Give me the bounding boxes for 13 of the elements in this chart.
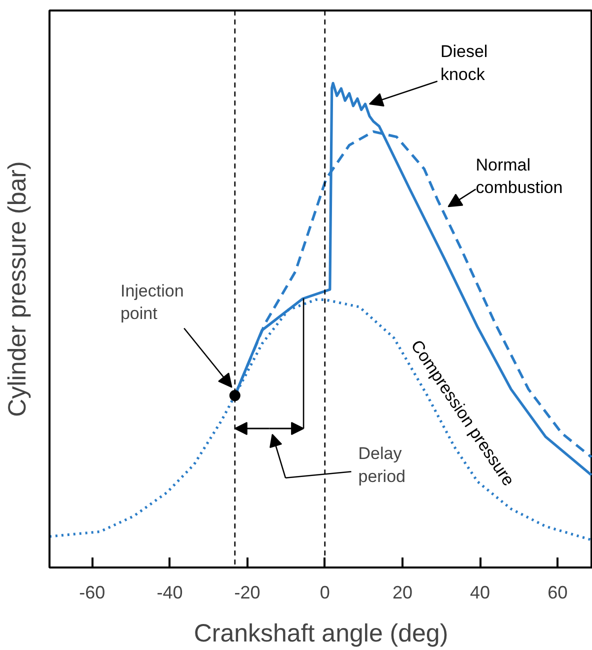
x-tick-label: -20 [234, 582, 260, 602]
x-tick-label: 0 [320, 582, 330, 602]
y-axis-title: Cylinder pressure (bar) [4, 161, 32, 417]
x-axis-title: Crankshaft angle (deg) [194, 620, 448, 648]
text: Normal combustion [476, 155, 563, 198]
x-tick-label: 20 [392, 582, 412, 602]
annotation: Injection point [120, 281, 184, 324]
x-tick-label: 60 [548, 582, 568, 602]
text: Diesel knock [440, 42, 488, 84]
x-tick-label: 40 [470, 582, 490, 602]
annotation: Delay period [358, 444, 406, 486]
x-tick-label: -60 [79, 582, 106, 602]
x-tick-label: -40 [156, 582, 183, 602]
